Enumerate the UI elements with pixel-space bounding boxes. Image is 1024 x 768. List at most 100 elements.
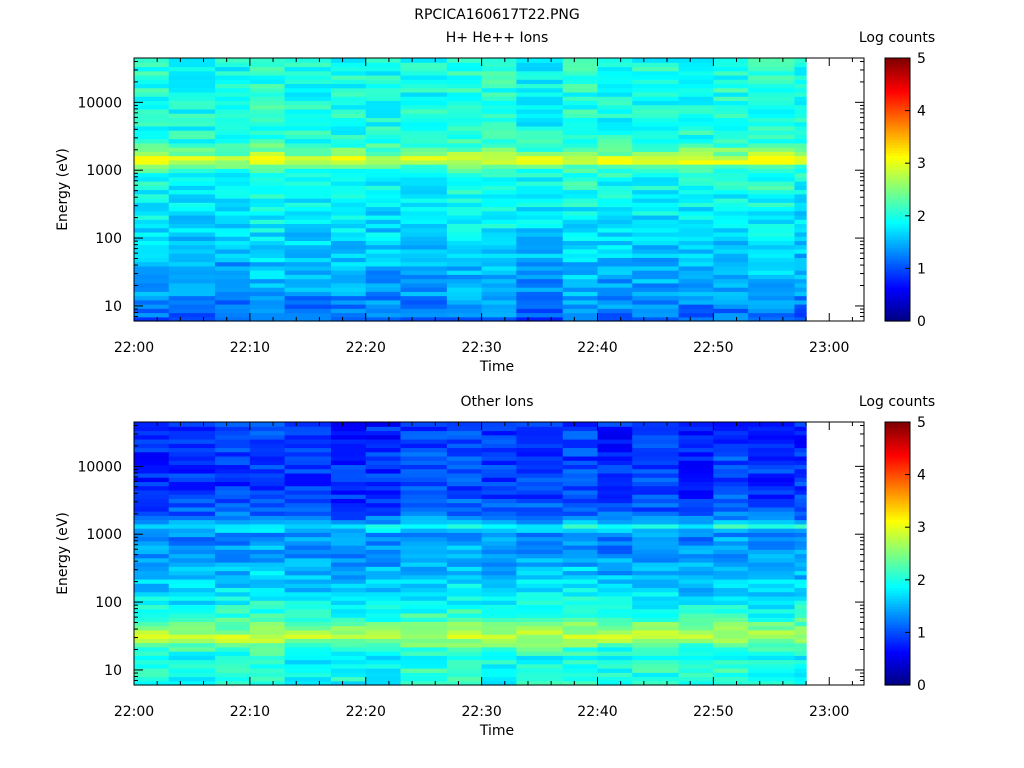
heatmap-cell [330, 672, 367, 678]
heatmap-cell [748, 291, 796, 297]
heatmap-cell [481, 210, 517, 216]
colorbar-segment [885, 89, 910, 93]
heatmap-cell [713, 231, 749, 237]
heatmap-cell [678, 240, 714, 246]
heatmap-cell [794, 646, 807, 652]
heatmap-cell [168, 566, 216, 572]
heatmap-cell [562, 477, 599, 482]
heatmap-cell [516, 197, 564, 203]
heatmap-cell [400, 494, 448, 499]
heatmap-cell [215, 197, 251, 203]
heatmap-cell [134, 422, 170, 427]
heatmap-cell [330, 100, 367, 106]
heatmap-cell [713, 604, 749, 610]
heatmap-cell [168, 83, 216, 89]
heatmap-cell [713, 595, 749, 601]
heatmap-cell [516, 155, 564, 161]
heatmap-cell [249, 185, 286, 191]
heatmap-cell [597, 422, 633, 427]
heatmap-cell [400, 206, 448, 212]
heatmap-cell [481, 583, 517, 589]
heatmap-cell [713, 278, 749, 284]
heatmap-cell [400, 142, 448, 148]
colorbar-segment [885, 94, 910, 99]
colorbar-segment [885, 129, 910, 133]
heatmap-cell [562, 312, 599, 318]
heatmap-cell [481, 125, 517, 131]
heatmap-cell [794, 515, 807, 521]
heatmap-cell [632, 523, 680, 529]
heatmap-cell [215, 604, 251, 610]
heatmap-cell [400, 240, 448, 246]
heatmap-cell [597, 134, 633, 140]
heatmap-cell [678, 248, 714, 254]
heatmap-cell [748, 532, 796, 538]
heatmap-cell [597, 655, 633, 661]
heatmap-cell [516, 642, 564, 648]
heatmap-cell [481, 100, 517, 106]
heatmap-cell [713, 223, 749, 229]
heatmap-cell [365, 672, 402, 678]
heatmap-cell [481, 642, 517, 648]
heatmap-cell [794, 595, 807, 601]
heatmap-cell [516, 663, 564, 669]
heatmap-cell [562, 443, 599, 449]
heatmap-cell [400, 265, 448, 271]
heatmap-cell [168, 481, 216, 487]
colorbar-segment [885, 495, 910, 499]
heatmap-cell [249, 438, 286, 444]
heatmap-cell [330, 155, 367, 161]
colorbar-segment [885, 561, 910, 565]
heatmap-cell [284, 248, 332, 254]
heatmap-cell [794, 181, 807, 186]
heatmap-cell [748, 223, 796, 229]
heatmap-cell [748, 676, 796, 682]
heatmap-cell [400, 464, 448, 470]
heatmap-cell [597, 676, 633, 682]
colorbar-segment [885, 289, 910, 293]
colorbar-segment [885, 632, 910, 636]
colorbar-segment [885, 635, 910, 639]
heatmap-cell [446, 447, 483, 453]
heatmap-cell [597, 125, 633, 131]
heatmap-cell [713, 282, 749, 288]
heatmap-cell [597, 629, 633, 635]
heatmap-cell [446, 244, 483, 250]
heatmap-cell [713, 646, 749, 652]
heatmap-cell [446, 130, 483, 135]
heatmap-cell [562, 214, 599, 220]
heatmap-cell [516, 646, 564, 652]
colorbar-segment [885, 105, 910, 109]
heatmap-cell [713, 172, 749, 178]
heatmap-cell [562, 468, 599, 474]
heatmap-cell [134, 117, 170, 123]
heatmap-cell [215, 219, 251, 225]
heatmap-cell [168, 147, 216, 152]
heatmap-cell [249, 227, 286, 233]
heatmap-cell [713, 583, 749, 589]
heatmap-cell [249, 536, 286, 542]
heatmap-cell [284, 100, 332, 106]
heatmap-cell [597, 138, 633, 144]
colorbar-segment [885, 437, 910, 442]
heatmap-cell [168, 299, 216, 305]
heatmap-cell [400, 570, 448, 576]
heatmap-cell [400, 257, 448, 263]
heatmap-cell [562, 108, 599, 114]
heatmap-cell [748, 659, 796, 665]
heatmap-cell [713, 261, 749, 267]
heatmap-cell [516, 528, 564, 533]
heatmap-cell [632, 574, 680, 580]
heatmap-cell [168, 181, 216, 186]
heatmap-cell [365, 676, 402, 682]
heatmap-cell [632, 121, 680, 127]
heatmap-cell [284, 629, 332, 635]
x-tick-label: 22:00 [114, 340, 154, 356]
heatmap-cell [284, 172, 332, 178]
heatmap-cell [365, 557, 402, 563]
heatmap-cell [562, 210, 599, 216]
heatmap-cell [284, 278, 332, 284]
heatmap-cell [215, 58, 251, 63]
heatmap-cell [713, 74, 749, 80]
heatmap-cell [365, 172, 402, 178]
